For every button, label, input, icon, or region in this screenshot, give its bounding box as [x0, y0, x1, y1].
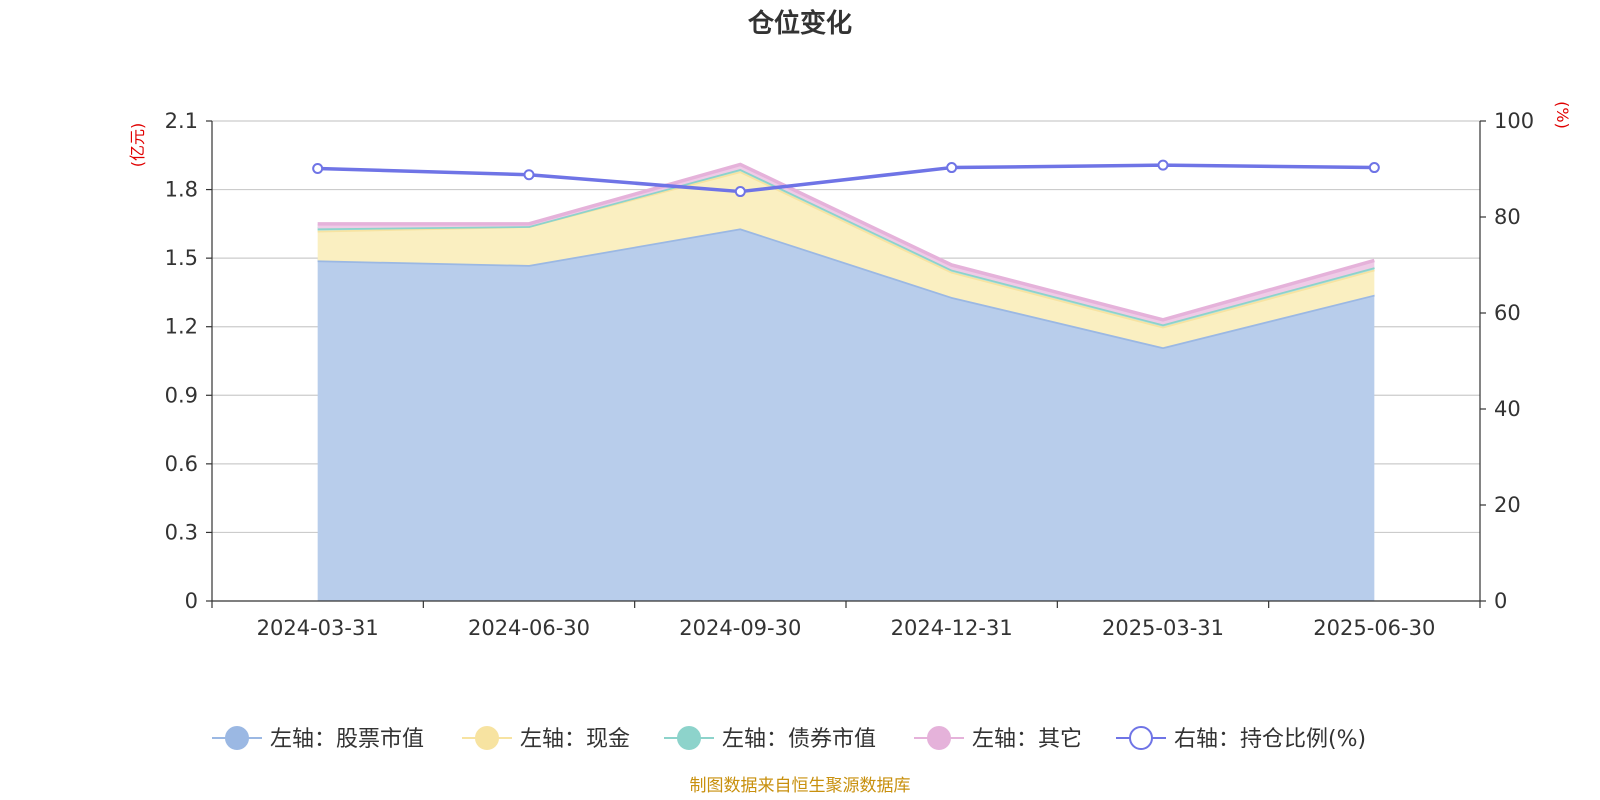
chart-title: 仓位变化: [747, 8, 852, 39]
legend-marker: [475, 726, 499, 750]
x-axis-tick-label: 2025-03-31: [1102, 616, 1224, 640]
right-axis-tick-label: 80: [1494, 205, 1521, 229]
legend-label: 左轴：现金: [520, 727, 630, 752]
right-axis-tick-label: 0: [1494, 589, 1507, 613]
ratio-series-line: [317, 163, 1375, 194]
area-左轴：股票市值: [317, 228, 1375, 601]
axes: 0 0.3 0.6 0.9 1.2 1.5 1.8 2.1 0 20 40 60 80 100 2024-0…: [165, 109, 1535, 640]
legend-label: 左轴：股票市值: [270, 727, 424, 752]
legend-item: 左轴：债券市值: [664, 726, 876, 752]
left-axis-tick-label: 0.6: [165, 452, 198, 476]
right-axis-tick-label: 60: [1494, 301, 1521, 325]
x-axis-tick-label: 2024-09-30: [679, 616, 801, 640]
ratio-point: [312, 163, 324, 175]
right-axis-tick-label: 40: [1494, 397, 1521, 421]
ratio-point: [946, 162, 958, 174]
stacked-areas: [317, 162, 1375, 601]
right-axis-tick-label: 100: [1494, 109, 1534, 133]
data-source-note: 制图数据来自恒生聚源数据库: [690, 776, 911, 796]
legend-item: 左轴：其它: [914, 726, 1082, 752]
left-axis-tick-label: 2.1: [165, 109, 198, 133]
left-axis-tick-label: 0.3: [165, 520, 198, 544]
legend-item: 左轴：股票市值: [212, 726, 424, 752]
legend: 左轴：股票市值 左轴：现金 左轴：债券市值 左轴：其它 右轴：持仓比例(%): [212, 726, 1366, 752]
legend-item: 左轴：现金: [462, 726, 630, 752]
ratio-point: [1157, 159, 1169, 171]
area-左轴：现金: [317, 171, 1375, 348]
legend-label: 左轴：债券市值: [722, 727, 876, 752]
left-axis-tick-label: 0.9: [165, 383, 198, 407]
x-axis-tick-label: 2024-06-30: [468, 616, 590, 640]
right-axis-unit: (%): [1553, 101, 1572, 129]
ratio-point: [734, 186, 746, 198]
legend-label: 右轴：持仓比例(%): [1174, 727, 1366, 752]
ratio-point: [523, 169, 535, 181]
legend-item: 右轴：持仓比例(%): [1116, 726, 1366, 752]
left-axis-tick-label: 0: [185, 589, 198, 613]
ratio-point: [1368, 162, 1380, 174]
x-axis-tick-label: 2024-03-31: [257, 616, 379, 640]
legend-marker: [927, 726, 951, 750]
left-axis-tick-label: 1.2: [165, 315, 198, 339]
left-axis-tick-label: 1.8: [165, 178, 198, 202]
area-edge-line: [317, 162, 1375, 322]
legend-marker: [225, 726, 249, 750]
left-axis-unit: (亿元): [128, 123, 147, 168]
legend-marker: [1129, 726, 1153, 750]
x-axis-tick-label: 2025-06-30: [1313, 616, 1435, 640]
legend-label: 左轴：其它: [972, 727, 1082, 752]
right-axis-tick-label: 20: [1494, 493, 1521, 517]
legend-marker: [677, 726, 701, 750]
x-axis-tick-label: 2024-12-31: [891, 616, 1013, 640]
left-axis-tick-label: 1.5: [165, 246, 198, 270]
ratio-line: [312, 159, 1380, 198]
